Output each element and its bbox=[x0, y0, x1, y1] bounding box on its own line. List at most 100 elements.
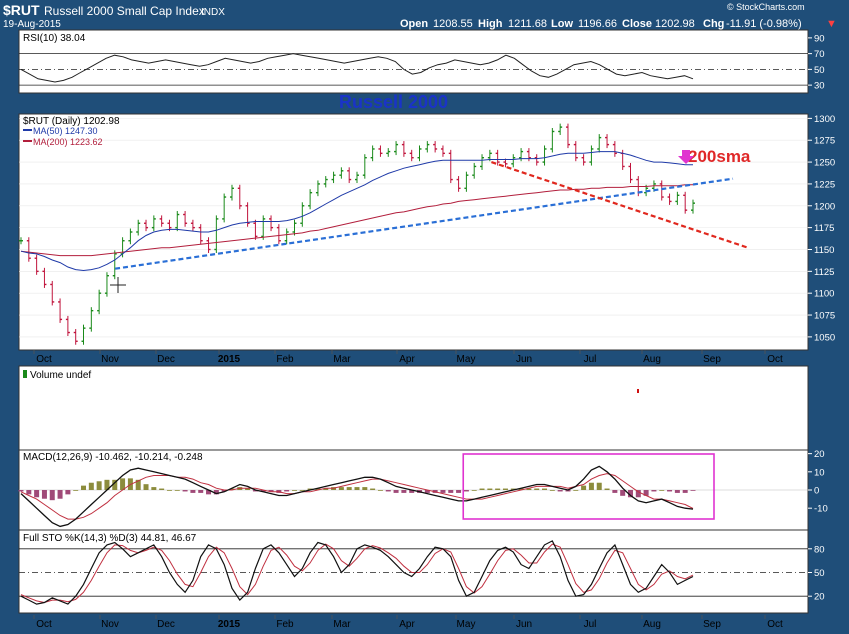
price-tick-label: 1200 bbox=[814, 201, 835, 212]
sto-d-line bbox=[20, 543, 694, 604]
macd-histogram-bar bbox=[284, 490, 290, 492]
macd-histogram-bar bbox=[620, 490, 626, 496]
macd-histogram-bar bbox=[479, 488, 485, 490]
macd-histogram-bar bbox=[190, 490, 196, 493]
bottom-x-label: Oct bbox=[767, 619, 783, 630]
macd-tick-label: 20 bbox=[814, 449, 825, 460]
bottom-x-label: Sep bbox=[703, 619, 721, 630]
index-name: Russell 2000 Small Cap Index bbox=[44, 4, 205, 18]
ma200-legend: MA(200) 1223.62 bbox=[33, 137, 103, 147]
macd-histogram-bar bbox=[34, 490, 40, 498]
macd-histogram-bar bbox=[471, 490, 477, 491]
macd-highlight-box bbox=[462, 453, 715, 520]
macd-histogram-bar bbox=[557, 490, 563, 492]
price-title: $RUT (Daily) 1202.98 bbox=[23, 116, 120, 127]
price-x-label: Mar bbox=[333, 354, 351, 365]
open-value: 1208.55 bbox=[433, 18, 473, 30]
price-tick-label: 1100 bbox=[814, 289, 834, 300]
macd-panel: MACD(12,26,9) -10.462, -10.214, -0.248 -… bbox=[18, 449, 828, 531]
macd-histogram-bar bbox=[604, 488, 610, 490]
price-x-label: Jul bbox=[584, 354, 597, 365]
macd-histogram-bar bbox=[534, 488, 540, 490]
chart-date: 19-Aug-2015 bbox=[3, 19, 61, 30]
price-tick-label: 1050 bbox=[814, 332, 835, 343]
macd-histogram-bar bbox=[651, 490, 657, 492]
macd-tick-label: 0 bbox=[814, 486, 819, 497]
ma200-legend-swatch bbox=[23, 140, 32, 142]
rsi-line bbox=[20, 53, 694, 83]
macd-histogram-bar bbox=[495, 488, 501, 490]
volume-panel: Volume undef bbox=[18, 365, 809, 451]
bottom-x-label: Jun bbox=[516, 619, 532, 630]
price-x-label: Dec bbox=[157, 354, 175, 365]
macd-histogram-bar bbox=[510, 488, 516, 490]
macd-histogram-bar bbox=[26, 490, 32, 495]
macd-histogram-bar bbox=[112, 479, 118, 490]
macd-histogram-bar bbox=[635, 490, 641, 498]
price-tick-label: 1300 bbox=[814, 114, 835, 125]
macd-histogram-bar bbox=[401, 490, 407, 493]
down-arrow-icon bbox=[678, 150, 694, 164]
price-x-label: May bbox=[457, 354, 476, 365]
price-panel: $RUT (Daily) 1202.98 MA(50) 1247.30 MA(2… bbox=[18, 92, 835, 365]
macd-histogram-bar bbox=[409, 490, 415, 493]
rsi-tick-label: 30 bbox=[814, 81, 825, 92]
bottom-x-label: Aug bbox=[643, 619, 661, 630]
macd-histogram-bar bbox=[502, 488, 508, 490]
volume-legend-swatch bbox=[23, 370, 27, 378]
price-x-label: Oct bbox=[36, 354, 52, 365]
macd-histogram-bar bbox=[174, 490, 180, 491]
price-x-label: Oct bbox=[767, 354, 783, 365]
brand-logo: © StockCharts.com bbox=[727, 2, 805, 12]
sto-tick-label: 50 bbox=[814, 568, 825, 579]
rsi-title: RSI(10) 38.04 bbox=[23, 33, 86, 44]
macd-histogram-bar bbox=[370, 488, 376, 490]
macd-histogram-bar bbox=[18, 490, 24, 492]
macd-tick-label: -10 bbox=[814, 504, 828, 515]
macd-histogram-bar bbox=[573, 490, 579, 491]
macd-title: MACD(12,26,9) -10.462, -10.214, -0.248 bbox=[23, 452, 203, 463]
macd-histogram-bar bbox=[643, 490, 649, 496]
sto-k-line bbox=[20, 540, 694, 605]
macd-histogram-bar bbox=[518, 488, 524, 490]
rsi-panel: RSI(10) 38.04 30 50 70 90 bbox=[18, 29, 825, 94]
price-tick-label: 1225 bbox=[814, 179, 835, 190]
macd-histogram-bar bbox=[549, 490, 555, 491]
volume-mark bbox=[637, 389, 639, 393]
rsi-tick-label: 90 bbox=[814, 33, 825, 44]
macd-histogram-bar bbox=[213, 490, 219, 495]
macd-histogram-bar bbox=[291, 490, 297, 491]
macd-histogram-bar bbox=[565, 490, 571, 492]
macd-histogram-bar bbox=[362, 487, 368, 490]
macd-histogram-bar bbox=[682, 490, 688, 493]
close-label: Close bbox=[622, 18, 652, 30]
chg-down-icon: ▼ bbox=[826, 18, 837, 30]
macd-histogram-bar bbox=[323, 488, 329, 490]
macd-histogram-bar bbox=[245, 488, 251, 490]
price-tick-label: 1175 bbox=[814, 223, 834, 234]
macd-histogram-bar bbox=[268, 490, 274, 492]
macd-histogram-bar bbox=[581, 485, 587, 490]
macd-tick-label: 10 bbox=[814, 467, 825, 478]
rsi-tick-label: 70 bbox=[814, 49, 825, 60]
macd-histogram-bar bbox=[299, 490, 305, 491]
macd-histogram-bar bbox=[159, 488, 165, 490]
macd-signal-line bbox=[20, 473, 694, 520]
sto-title: Full STO %K(14,3) %D(3) 44.81, 46.67 bbox=[23, 533, 197, 544]
bottom-x-label: Dec bbox=[157, 619, 175, 630]
ma50-line bbox=[20, 151, 693, 272]
ma200-line bbox=[20, 184, 693, 257]
open-label: Open bbox=[400, 18, 428, 30]
resistance-trendline bbox=[491, 161, 749, 249]
macd-histogram-bar bbox=[659, 490, 665, 491]
macd-histogram-bar bbox=[49, 490, 55, 501]
bottom-x-label: 2015 bbox=[218, 619, 241, 630]
macd-histogram-bar bbox=[81, 485, 87, 490]
macd-histogram-bar bbox=[143, 484, 149, 490]
header: $RUT Russell 2000 Small Cap Index INDX 1… bbox=[3, 2, 837, 30]
price-x-label: 2015 bbox=[218, 354, 241, 365]
macd-histogram-bar bbox=[588, 482, 594, 490]
stochastic-panel: Full STO %K(14,3) %D(3) 44.81, 46.67 20 5… bbox=[18, 529, 825, 614]
sto-tick-label: 20 bbox=[814, 592, 825, 603]
symbol: $RUT bbox=[3, 2, 40, 18]
